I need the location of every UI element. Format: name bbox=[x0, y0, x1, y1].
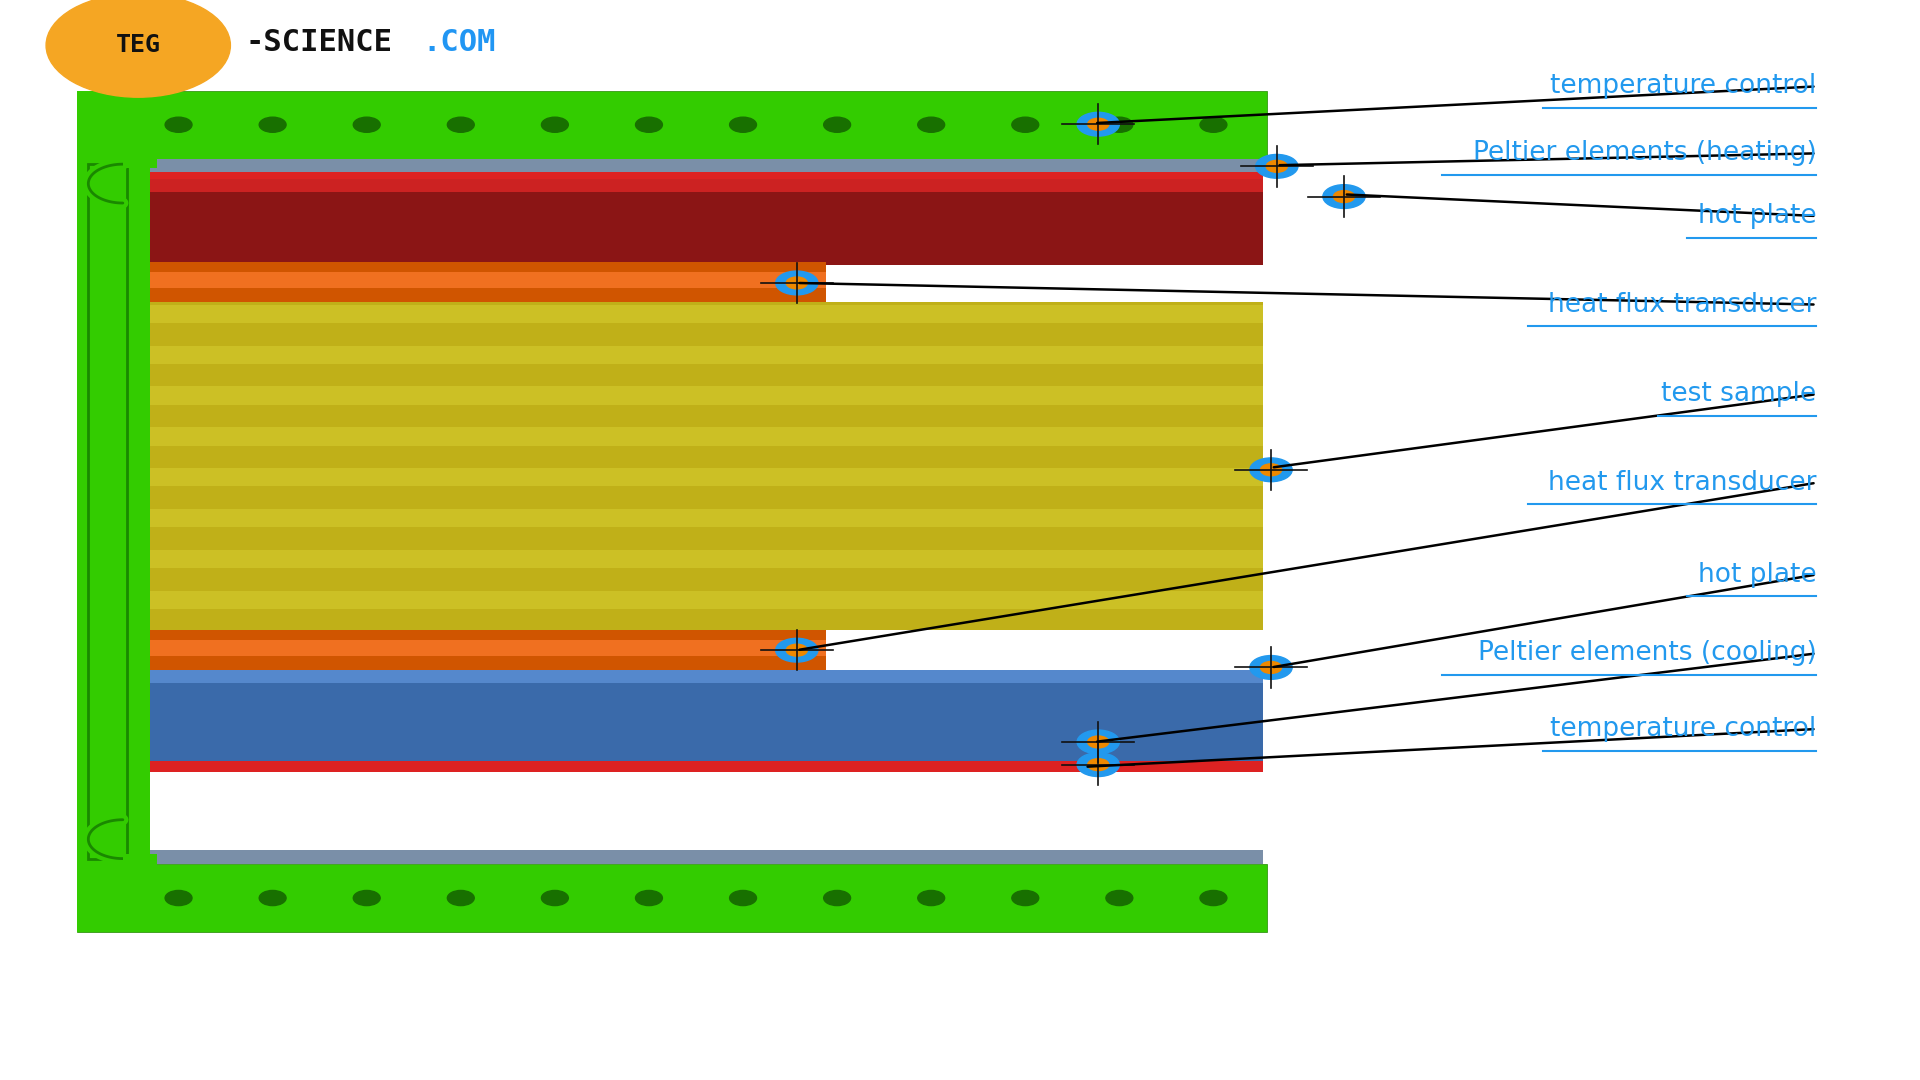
Bar bbox=[88, 164, 127, 859]
Circle shape bbox=[259, 118, 286, 133]
Circle shape bbox=[1087, 758, 1110, 771]
Text: -SCIENCE: -SCIENCE bbox=[246, 28, 394, 56]
Bar bbox=[150, 469, 1263, 486]
Bar bbox=[150, 302, 1263, 630]
Bar bbox=[150, 428, 1263, 446]
Circle shape bbox=[1106, 118, 1133, 133]
Circle shape bbox=[918, 890, 945, 905]
Circle shape bbox=[636, 118, 662, 133]
Circle shape bbox=[1087, 737, 1110, 747]
Bar bbox=[150, 262, 826, 302]
Text: Peltier elements (heating): Peltier elements (heating) bbox=[1473, 140, 1816, 166]
Circle shape bbox=[1323, 185, 1365, 208]
Text: TEG: TEG bbox=[115, 33, 161, 57]
Circle shape bbox=[447, 118, 474, 133]
Bar bbox=[150, 670, 1263, 683]
Bar bbox=[77, 91, 1267, 159]
Text: heat flux transducer: heat flux transducer bbox=[1548, 292, 1816, 318]
Circle shape bbox=[353, 118, 380, 133]
Circle shape bbox=[1332, 190, 1356, 203]
Circle shape bbox=[1087, 118, 1110, 131]
Bar bbox=[150, 179, 1263, 265]
Circle shape bbox=[541, 118, 568, 133]
Circle shape bbox=[787, 276, 806, 289]
Text: temperature control: temperature control bbox=[1549, 716, 1816, 742]
Bar bbox=[88, 164, 127, 859]
Circle shape bbox=[918, 118, 945, 133]
Circle shape bbox=[1250, 458, 1292, 482]
Circle shape bbox=[1256, 154, 1298, 178]
Bar bbox=[150, 639, 826, 656]
Bar bbox=[150, 850, 1263, 864]
Circle shape bbox=[46, 0, 230, 97]
Bar bbox=[150, 509, 1263, 527]
Circle shape bbox=[730, 890, 756, 905]
Bar bbox=[150, 630, 826, 670]
Circle shape bbox=[1267, 160, 1288, 173]
Bar bbox=[150, 387, 1263, 405]
Circle shape bbox=[1200, 118, 1227, 133]
Bar bbox=[150, 272, 826, 288]
Circle shape bbox=[776, 638, 818, 662]
Circle shape bbox=[730, 118, 756, 133]
Text: heat flux transducer: heat flux transducer bbox=[1548, 470, 1816, 496]
Circle shape bbox=[1012, 890, 1039, 905]
Bar bbox=[150, 172, 1263, 180]
Circle shape bbox=[259, 890, 286, 905]
Bar bbox=[150, 670, 1263, 761]
Circle shape bbox=[776, 271, 818, 295]
Bar bbox=[150, 591, 1263, 609]
Text: Peltier elements (cooling): Peltier elements (cooling) bbox=[1478, 640, 1816, 666]
Circle shape bbox=[1077, 753, 1119, 777]
Bar bbox=[150, 346, 1263, 364]
Circle shape bbox=[541, 890, 568, 905]
Bar bbox=[77, 864, 1267, 932]
Text: hot plate: hot plate bbox=[1697, 203, 1816, 229]
Bar bbox=[150, 550, 1263, 568]
Circle shape bbox=[353, 890, 380, 905]
Circle shape bbox=[165, 118, 192, 133]
Circle shape bbox=[1077, 112, 1119, 136]
Circle shape bbox=[447, 890, 474, 905]
Circle shape bbox=[824, 890, 851, 905]
Circle shape bbox=[1260, 661, 1283, 674]
Bar bbox=[150, 305, 1263, 323]
Bar bbox=[150, 159, 1263, 173]
Circle shape bbox=[1260, 464, 1283, 476]
Text: test sample: test sample bbox=[1661, 381, 1816, 407]
Circle shape bbox=[1250, 656, 1292, 679]
Circle shape bbox=[1106, 890, 1133, 905]
Text: temperature control: temperature control bbox=[1549, 73, 1816, 99]
Circle shape bbox=[636, 890, 662, 905]
Bar bbox=[123, 854, 157, 867]
Circle shape bbox=[165, 890, 192, 905]
Circle shape bbox=[1200, 890, 1227, 905]
Bar bbox=[77, 91, 150, 932]
Bar bbox=[123, 156, 157, 168]
Circle shape bbox=[824, 118, 851, 133]
Text: hot plate: hot plate bbox=[1697, 562, 1816, 588]
Bar bbox=[150, 761, 1263, 772]
Bar bbox=[150, 179, 1263, 192]
Circle shape bbox=[787, 644, 806, 656]
Circle shape bbox=[1077, 730, 1119, 754]
Text: .COM: .COM bbox=[422, 28, 495, 56]
Circle shape bbox=[1012, 118, 1039, 133]
